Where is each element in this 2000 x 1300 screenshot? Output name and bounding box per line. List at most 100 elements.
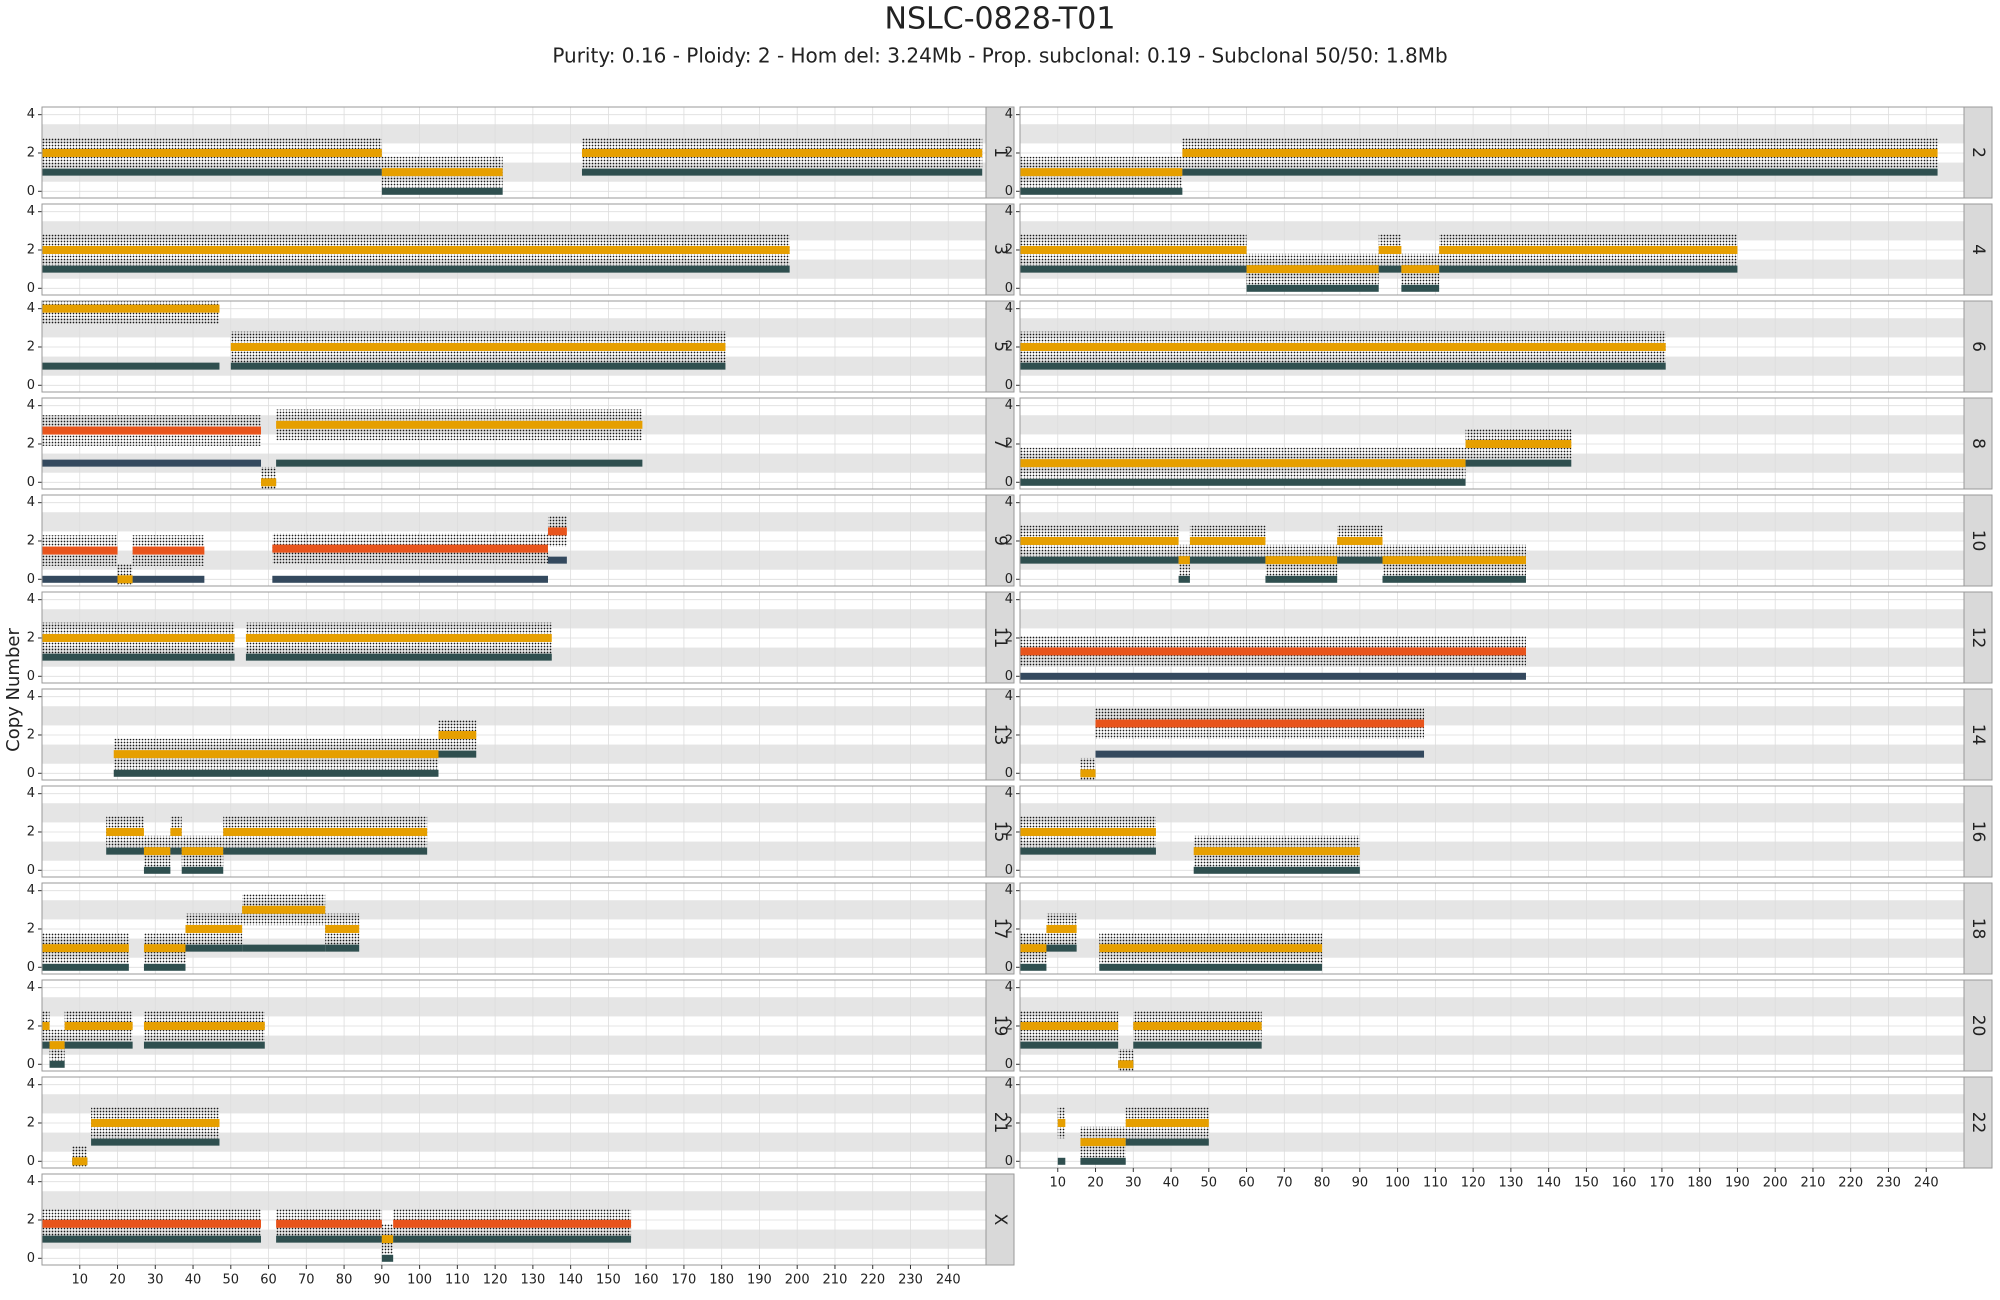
strip-label: X (990, 1214, 1010, 1226)
x-tick-label: 100 (407, 1273, 432, 1288)
total-segment (170, 827, 182, 836)
y-tick-label: 4 (1005, 1077, 1013, 1092)
total-segment (1265, 556, 1338, 565)
total-segment (1118, 1060, 1134, 1069)
y-tick-label: 2 (1005, 630, 1013, 645)
y-tick-label: 4 (1005, 592, 1013, 607)
y-tick-label: 2 (1005, 921, 1013, 936)
x-tick-label: 20 (109, 1273, 126, 1288)
strip-label: 5 (990, 341, 1010, 352)
x-tick-label: 70 (1276, 1176, 1293, 1191)
x-tick-label: 50 (223, 1273, 240, 1288)
y-tick-label: 0 (1005, 1154, 1013, 1169)
strip-label: 9 (990, 535, 1010, 546)
shaded-band (42, 706, 986, 726)
total-segment (272, 544, 548, 553)
strip (985, 979, 1015, 1072)
strip (1963, 882, 1993, 975)
x-tick-label: 150 (596, 1273, 621, 1288)
y-tick-label: 4 (1005, 980, 1013, 995)
y-tick-label: 4 (1005, 301, 1013, 316)
y-tick-label: 4 (1005, 495, 1013, 510)
x-tick-label: 60 (1238, 1176, 1255, 1191)
total-segment (42, 944, 129, 953)
y-tick-label: 4 (1005, 786, 1013, 801)
minor-segment (1099, 963, 1323, 971)
y-tick-label: 2 (27, 242, 35, 257)
strip-label: 17 (990, 918, 1010, 940)
y-tick-label: 2 (27, 436, 35, 451)
strip (1963, 203, 1993, 296)
total-segment (185, 924, 243, 933)
total-segment (42, 546, 118, 555)
x-tick-label: 140 (558, 1273, 583, 1288)
minor-segment (242, 944, 326, 952)
y-tick-label: 2 (27, 727, 35, 742)
x-tick-label: 120 (483, 1273, 508, 1288)
total-segment (1178, 556, 1190, 565)
total-segment (143, 944, 186, 953)
minor-segment (1193, 866, 1360, 874)
x-tick-label: 40 (1163, 1176, 1180, 1191)
total-segment (245, 633, 552, 642)
y-tick-label: 4 (1005, 689, 1013, 704)
y-tick-label: 4 (27, 1174, 35, 1189)
strip (1963, 785, 1993, 878)
minor-segment (91, 1138, 220, 1146)
x-tick-label: 30 (1125, 1176, 1142, 1191)
chart-subtitle: Purity: 0.16 - Ploidy: 2 - Hom del: 3.24… (552, 44, 1447, 68)
total-segment (1020, 459, 1466, 468)
x-tick-label: 240 (936, 1273, 961, 1288)
x-tick-label: 120 (1461, 1176, 1486, 1191)
y-tick-label: 0 (1005, 572, 1013, 587)
total-segment (1465, 439, 1572, 448)
total-segment (1020, 647, 1526, 656)
y-tick-label: 2 (1005, 436, 1013, 451)
y-tick-label: 2 (27, 145, 35, 160)
y-tick-label: 4 (27, 592, 35, 607)
total-segment (1378, 245, 1402, 254)
total-segment (438, 730, 477, 739)
total-segment (1382, 556, 1526, 565)
chart-title: NSLC-0828-T01 (885, 2, 1116, 37)
x-tick-label: 240 (1914, 1176, 1939, 1191)
y-tick-label: 0 (27, 184, 35, 199)
total-segment (132, 546, 205, 555)
x-tick-label: 170 (1650, 1176, 1675, 1191)
shaded-band (42, 997, 986, 1017)
minor-segment (381, 1254, 394, 1262)
y-axis-label: Copy Number (3, 628, 24, 752)
y-tick-label: 0 (1005, 475, 1013, 490)
minor-segment (1020, 963, 1047, 971)
total-segment (42, 304, 220, 313)
minor-segment (42, 168, 382, 176)
total-segment (106, 827, 144, 836)
x-tick-label: 70 (298, 1273, 315, 1288)
x-tick-label: 200 (1763, 1176, 1788, 1191)
y-tick-label: 0 (1005, 1057, 1013, 1072)
strip (985, 882, 1015, 975)
total-segment (42, 426, 262, 435)
minor-segment (1020, 672, 1526, 680)
y-tick-label: 2 (1005, 824, 1013, 839)
total-segment (49, 1041, 65, 1050)
minor-segment (1337, 556, 1383, 564)
minor-segment (1439, 265, 1738, 273)
y-tick-label: 4 (27, 204, 35, 219)
y-tick-label: 4 (1005, 107, 1013, 122)
x-tick-label: 160 (1612, 1176, 1637, 1191)
total-segment (1095, 719, 1425, 728)
x-tick-label: 20 (1087, 1176, 1104, 1191)
minor-segment (1189, 556, 1266, 564)
y-tick-label: 0 (1005, 378, 1013, 393)
x-tick-label: 110 (1423, 1176, 1448, 1191)
total-segment (1337, 536, 1383, 545)
strip-label: 13 (990, 724, 1010, 746)
x-tick-label: 30 (147, 1273, 164, 1288)
total-segment (325, 924, 360, 933)
y-tick-label: 2 (1005, 1018, 1013, 1033)
x-tick-label: 130 (1498, 1176, 1523, 1191)
x-tick-label: 80 (336, 1273, 353, 1288)
minor-segment (276, 1235, 382, 1243)
